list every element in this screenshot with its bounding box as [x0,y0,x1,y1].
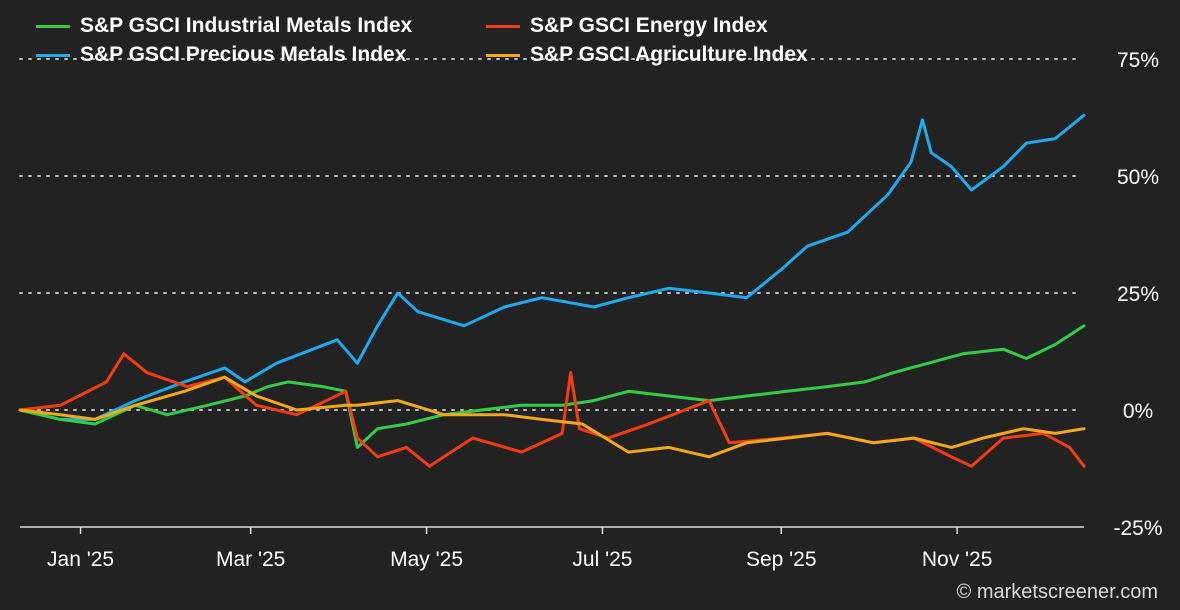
legend-item-precious-metals: S&P GSCI Precious Metals Index [36,43,406,67]
legend-label: S&P GSCI Industrial Metals Index [80,14,413,37]
y-tick-label: 50% [1117,166,1159,189]
legend-label: S&P GSCI Agriculture Index [530,43,808,66]
x-tick-label: Jul '25 [572,548,632,571]
series-line [18,324,1086,449]
legend-item-energy: S&P GSCI Energy Index [486,14,768,38]
y-axis: 75% 50% 25% 0% -25% [1113,49,1162,540]
legend-item-industrial-metals: S&P GSCI Industrial Metals Index [36,14,412,38]
x-tick-label: Nov '25 [922,548,993,571]
legend-label: S&P GSCI Energy Index [530,14,768,37]
legend-label: S&P GSCI Precious Metals Index [80,43,407,66]
grid-lines [19,58,1083,411]
legend-swatch [486,53,520,57]
series-line [18,352,1086,468]
x-tick-label: Mar '25 [216,548,285,571]
x-tick-label: Sep '25 [746,548,817,571]
x-tick-label: Jan '25 [47,548,114,571]
legend-swatch [486,24,520,28]
y-tick-label: 0% [1123,400,1153,423]
legend-swatch [36,53,70,57]
y-tick-label: 75% [1117,49,1159,72]
y-tick-label: -25% [1113,517,1162,540]
legend-item-agriculture: S&P GSCI Agriculture Index [486,43,808,67]
y-tick-label: 25% [1117,283,1159,306]
source-credit: © marketscreener.com [956,581,1158,603]
series-line [18,375,1086,459]
legend-swatch [36,24,70,28]
legend: S&P GSCI Industrial Metals Index S&P GSC… [36,14,896,70]
x-axis: Jan '25 Mar '25 May '25 Jul '25 Sep '25 Nov '… [47,527,992,571]
series-line [18,113,1086,421]
x-tick-label: May '25 [390,548,463,571]
series-lines [18,113,1086,468]
